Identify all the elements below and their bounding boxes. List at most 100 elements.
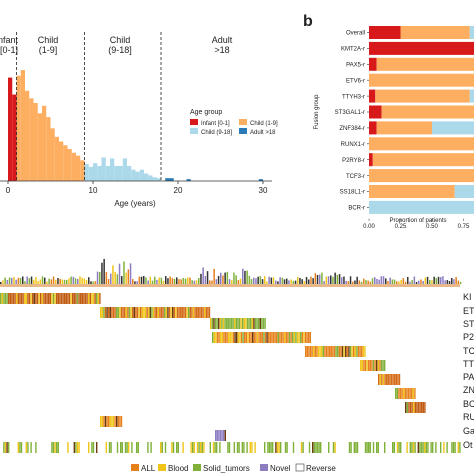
stacked-bar-segment [454, 185, 474, 198]
oncoprint-cell [202, 307, 204, 318]
oncoprint-cell [130, 307, 132, 318]
legend-title: Age group [190, 109, 222, 116]
oncoprint-cell [6, 442, 8, 453]
histogram-bar [37, 113, 42, 181]
legend-swatch-child-1-9 [239, 119, 247, 125]
oncoprint-cell [101, 307, 103, 318]
oncoprint-cell [57, 293, 59, 304]
oncoprint-cell [361, 346, 363, 357]
oncoprint-cell [164, 307, 166, 318]
histogram-bar [12, 94, 17, 181]
oncoprint-cell [240, 332, 243, 343]
oncoprint-cell [57, 442, 59, 453]
oncoprint-cell [116, 442, 119, 453]
top-hist-bar [165, 276, 167, 284]
oncoprint-cell [172, 442, 175, 453]
stacked-bar-segment [369, 89, 376, 103]
oncoprint-cell [237, 318, 239, 329]
oncoprint-cell [96, 293, 98, 304]
top-hist-bar [433, 276, 435, 284]
top-hist-bar [323, 281, 325, 284]
oncoprint-cell [172, 307, 174, 318]
oncoprint-cell [454, 442, 456, 453]
top-hist-bar [4, 277, 6, 284]
oncoprint-cell [411, 402, 413, 413]
stacked-bar-segment [369, 185, 455, 198]
oncoprint-cell [96, 442, 98, 453]
legend-swatch-solid-tumors [193, 464, 201, 471]
oncoprint-cell [80, 293, 82, 304]
oncoprint-cell [201, 442, 203, 453]
oncoprint-cell [108, 307, 110, 318]
oncoprint-cell [112, 416, 115, 427]
top-hist-bar [266, 281, 268, 284]
oncoprint-cell [459, 442, 461, 453]
top-hist-bar [314, 273, 317, 284]
oncoprint-cell [276, 332, 278, 343]
x-tick-label: 0.75 [458, 224, 470, 230]
oncoprint-cell [275, 442, 277, 453]
oncoprint-cell [64, 293, 66, 304]
oncoprint-cell [68, 293, 71, 304]
top-hist-bar [308, 279, 310, 284]
oncoprint-cell [251, 442, 253, 453]
oncoprint-cell [200, 442, 202, 453]
oncoprint-cell [268, 332, 270, 343]
fusion-row-labels: KI ET ST P2 TC TT PA ZN BC RU Ga Ot [463, 292, 474, 450]
top-hist-bar [409, 281, 411, 284]
oncoprint-cell [332, 346, 334, 357]
top-hist-bar [178, 279, 180, 284]
histogram-bar [67, 149, 72, 181]
oncoprint-cell [353, 442, 355, 453]
oncoprint-cell [78, 442, 80, 453]
section-label-child2-bottom: (9-18] [108, 45, 132, 55]
oncoprint-cell [334, 442, 336, 453]
oncoprint-cell [103, 416, 105, 427]
oncoprint-cell [62, 293, 64, 304]
oncoprint-cell [271, 332, 273, 343]
top-hist-bar [217, 275, 220, 284]
oncoprint-cell [384, 374, 386, 385]
oncoprint-cell [157, 307, 159, 318]
category-label: RUNX1-r [341, 142, 365, 148]
oncoprint-cell [228, 442, 231, 453]
oncoprint-cell [407, 388, 410, 399]
stacked-bar-segment [376, 121, 432, 135]
oncoprint-cell [216, 430, 218, 441]
oncoprint-cell [97, 293, 99, 304]
oncoprint-cell [378, 374, 380, 385]
oncoprint-cell [17, 442, 19, 453]
histogram-bar [131, 169, 136, 181]
top-hist-bar [286, 278, 288, 284]
legend-swatch-infant [190, 119, 198, 125]
top-hist-bar [303, 281, 306, 284]
oncoprint-cell [105, 442, 107, 453]
oncoprint-cell [284, 442, 287, 453]
oncoprint-cell [360, 360, 362, 371]
top-hist-bar [121, 276, 123, 284]
oncoprint-cell [292, 332, 294, 343]
oncoprint-cell [288, 332, 291, 343]
legend-label-child-1-9: Child (1-9] [250, 121, 278, 127]
top-hist-bar [33, 279, 35, 284]
oncoprint-cell [311, 346, 313, 357]
oncoprint-cell [324, 346, 326, 357]
oncoprint-cell [212, 442, 215, 453]
oncoprint-cell [229, 332, 231, 343]
histogram-bar [165, 178, 170, 181]
section-label-infant-top: nfant [0, 35, 19, 45]
top-hist-bar [440, 277, 442, 284]
oncoprint-cell [156, 307, 158, 318]
histogram-bar [186, 179, 191, 181]
oncoprint-cell [359, 346, 361, 357]
oncoprint-cell [298, 332, 300, 343]
legend-label-blood: Blood [168, 464, 188, 473]
top-hist-bar [228, 279, 231, 284]
legend-label-child-9-18: Child (9-18] [201, 130, 232, 136]
top-hist-bar [107, 278, 110, 284]
fusion-row-label: ET [463, 306, 474, 316]
top-hist-bar [224, 272, 226, 284]
oncoprint-cell [218, 430, 220, 441]
oncoprint-cell [250, 332, 252, 343]
top-hist-bar [325, 276, 328, 284]
